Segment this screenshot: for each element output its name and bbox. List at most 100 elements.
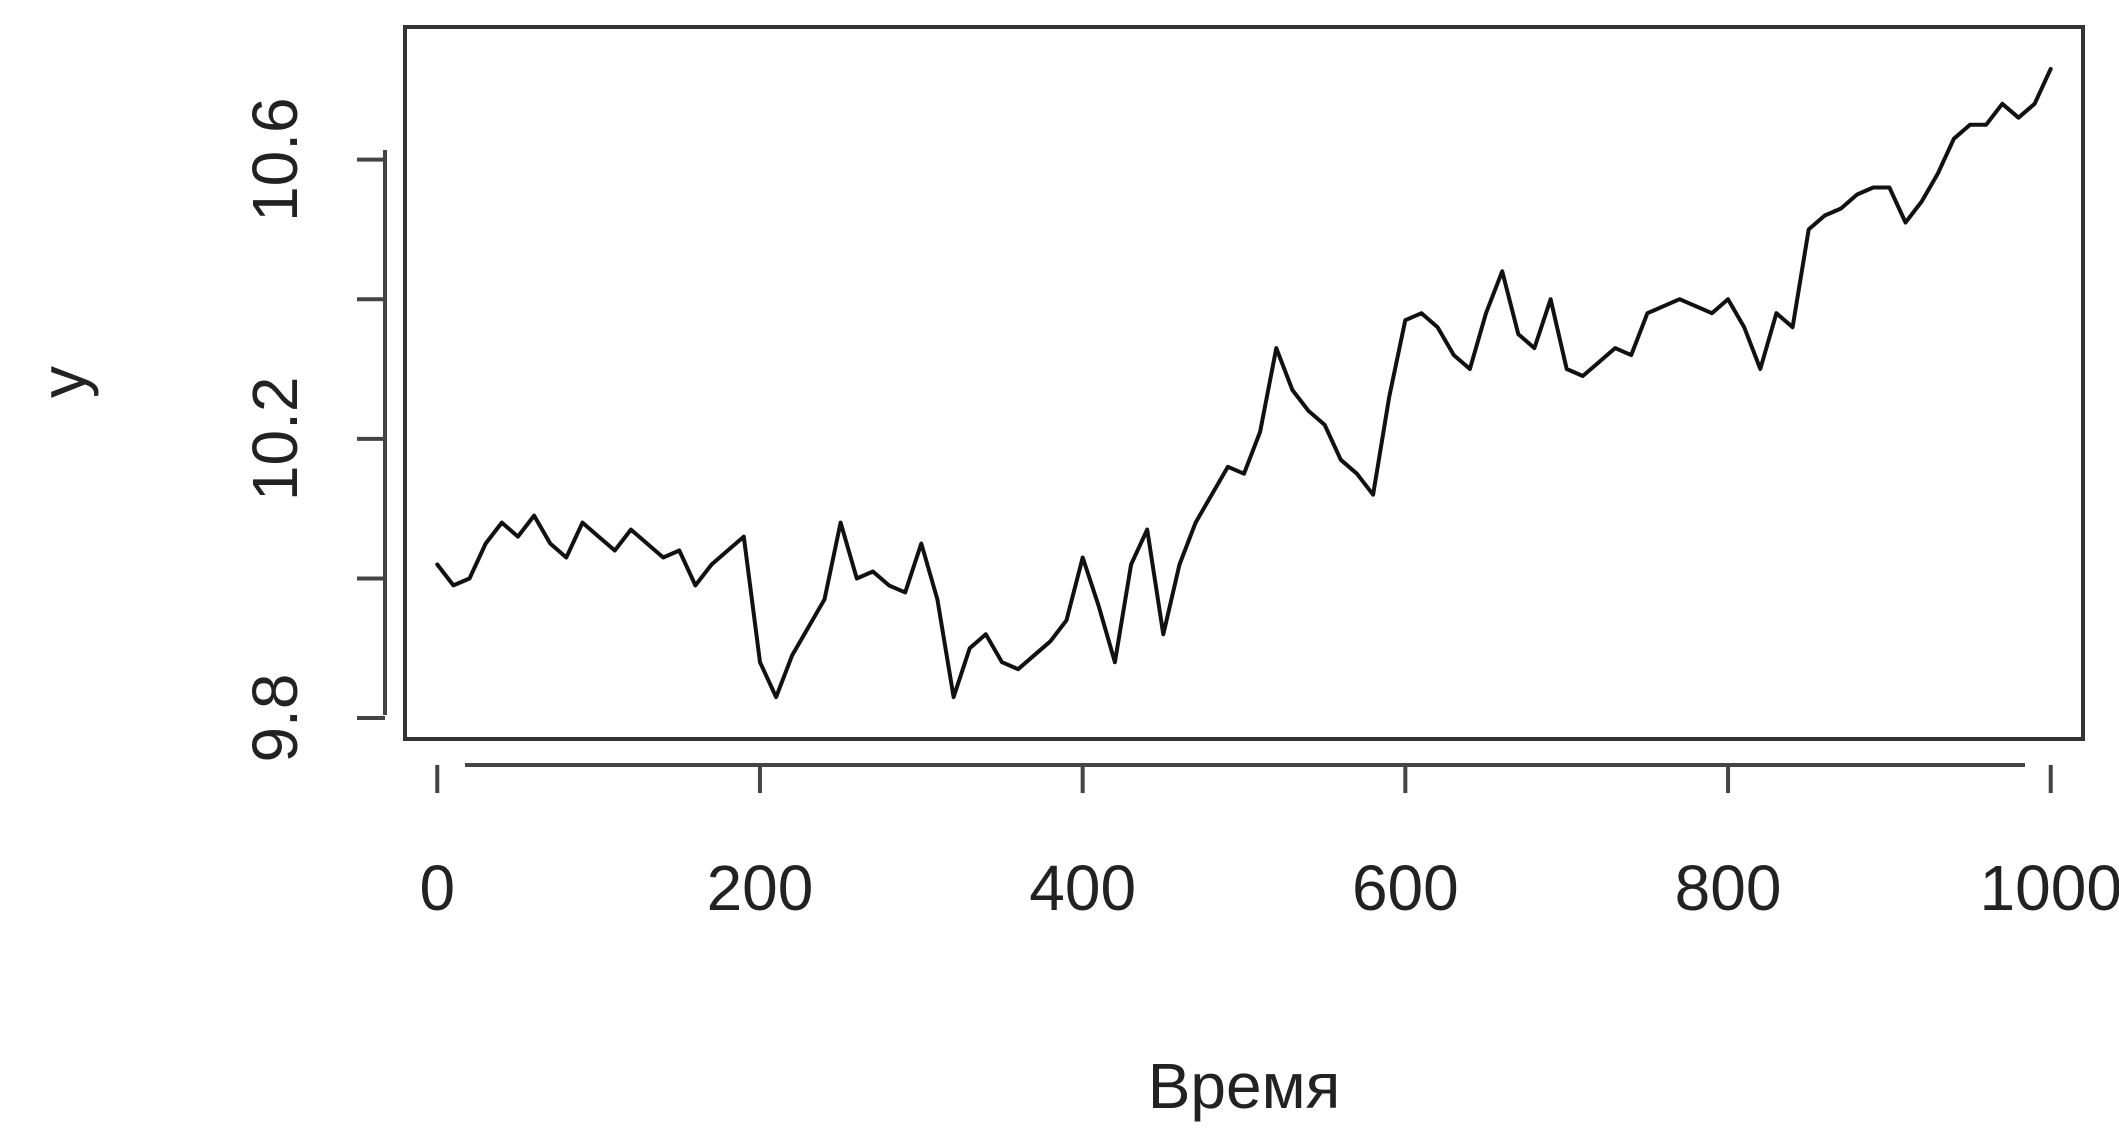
data-point [903, 590, 907, 594]
data-point [468, 576, 472, 580]
data-point [742, 535, 746, 539]
data-point [887, 583, 891, 587]
data-point [1516, 332, 1520, 336]
data-point [984, 632, 988, 636]
data-point [1597, 360, 1601, 364]
data-point [1936, 172, 1940, 176]
data-point [1613, 346, 1617, 350]
data-point [435, 562, 439, 566]
data-point [1323, 423, 1327, 427]
data-points [435, 67, 2053, 699]
y-tick-label: 9.8 [239, 674, 311, 763]
data-point [774, 695, 778, 699]
data-point [1887, 186, 1891, 190]
data-point [451, 583, 455, 587]
data-point [500, 521, 504, 525]
data-point [1000, 660, 1004, 664]
data-point [2016, 116, 2020, 120]
y-tick-label: 10.6 [239, 97, 311, 222]
data-point [1871, 186, 1875, 190]
data-point [1629, 353, 1633, 357]
data-point [806, 625, 810, 629]
data-point [2049, 67, 2053, 71]
x-tick-label: 400 [1029, 852, 1136, 924]
data-point [1048, 639, 1052, 643]
data-point [1968, 123, 1972, 127]
data-point [1129, 562, 1133, 566]
data-point [548, 542, 552, 546]
data-point [1113, 660, 1117, 664]
data-point [1678, 297, 1682, 301]
data-point [1565, 367, 1569, 371]
data-point [1242, 472, 1246, 476]
data-point [484, 542, 488, 546]
data-point [1920, 200, 1924, 204]
data-point [758, 660, 762, 664]
plot-frame [403, 25, 2085, 741]
data-point [1823, 213, 1827, 217]
data-point [1468, 367, 1472, 371]
data-point [935, 597, 939, 601]
data-point [823, 597, 826, 601]
data-point [661, 556, 665, 560]
data-point [1532, 346, 1536, 350]
data-point [1662, 304, 1665, 308]
data-point [1839, 206, 1843, 210]
data-point [1774, 311, 1778, 315]
data-point [855, 576, 859, 580]
data-point [1452, 353, 1456, 357]
x-axis-label: Время [1148, 1050, 1341, 1122]
data-point [839, 521, 843, 525]
data-point [613, 549, 617, 553]
data-point [1710, 311, 1714, 315]
data-point [1403, 318, 1407, 322]
data-point [1161, 632, 1165, 636]
data-point [1419, 311, 1423, 315]
data-point [1387, 395, 1391, 399]
data-point [871, 569, 875, 573]
x-tick-label: 600 [1352, 852, 1459, 924]
x-tick-label: 0 [419, 852, 455, 924]
data-point [1549, 297, 1553, 301]
data-point [1726, 297, 1730, 301]
x-tick-label: 200 [707, 852, 814, 924]
data-point [1065, 618, 1069, 622]
data-point [1855, 193, 1859, 197]
data-point [1371, 493, 1375, 497]
data-point [1952, 137, 1956, 141]
data-point [1500, 269, 1504, 273]
data-point [532, 514, 536, 518]
data-point [1758, 367, 1762, 371]
data-point [1581, 374, 1585, 378]
data-point [790, 653, 794, 657]
data-point [1097, 604, 1101, 608]
data-point [952, 695, 956, 699]
data-point [516, 535, 520, 539]
data-point [2000, 102, 2004, 106]
y-axis-label: y [27, 366, 99, 398]
data-point [710, 562, 714, 566]
data-point [1016, 667, 1020, 671]
data-point [1177, 562, 1181, 566]
data-point [1742, 325, 1746, 329]
y-tick-label: 10.2 [239, 377, 311, 502]
data-point [1355, 472, 1359, 476]
data-point [677, 549, 681, 553]
x-tick-label: 1000 [1980, 852, 2119, 924]
data-point [629, 528, 633, 532]
data-point [1290, 388, 1294, 392]
data-point [1436, 325, 1440, 329]
data-point [1081, 556, 1085, 560]
data-point [968, 646, 972, 650]
data-point [1694, 304, 1698, 308]
data-point [1791, 325, 1795, 329]
data-point [726, 549, 730, 553]
data-point [1645, 311, 1649, 315]
data-point [580, 521, 584, 525]
data-point [1226, 465, 1230, 469]
data-point [1807, 227, 1811, 231]
data-point [645, 542, 649, 546]
